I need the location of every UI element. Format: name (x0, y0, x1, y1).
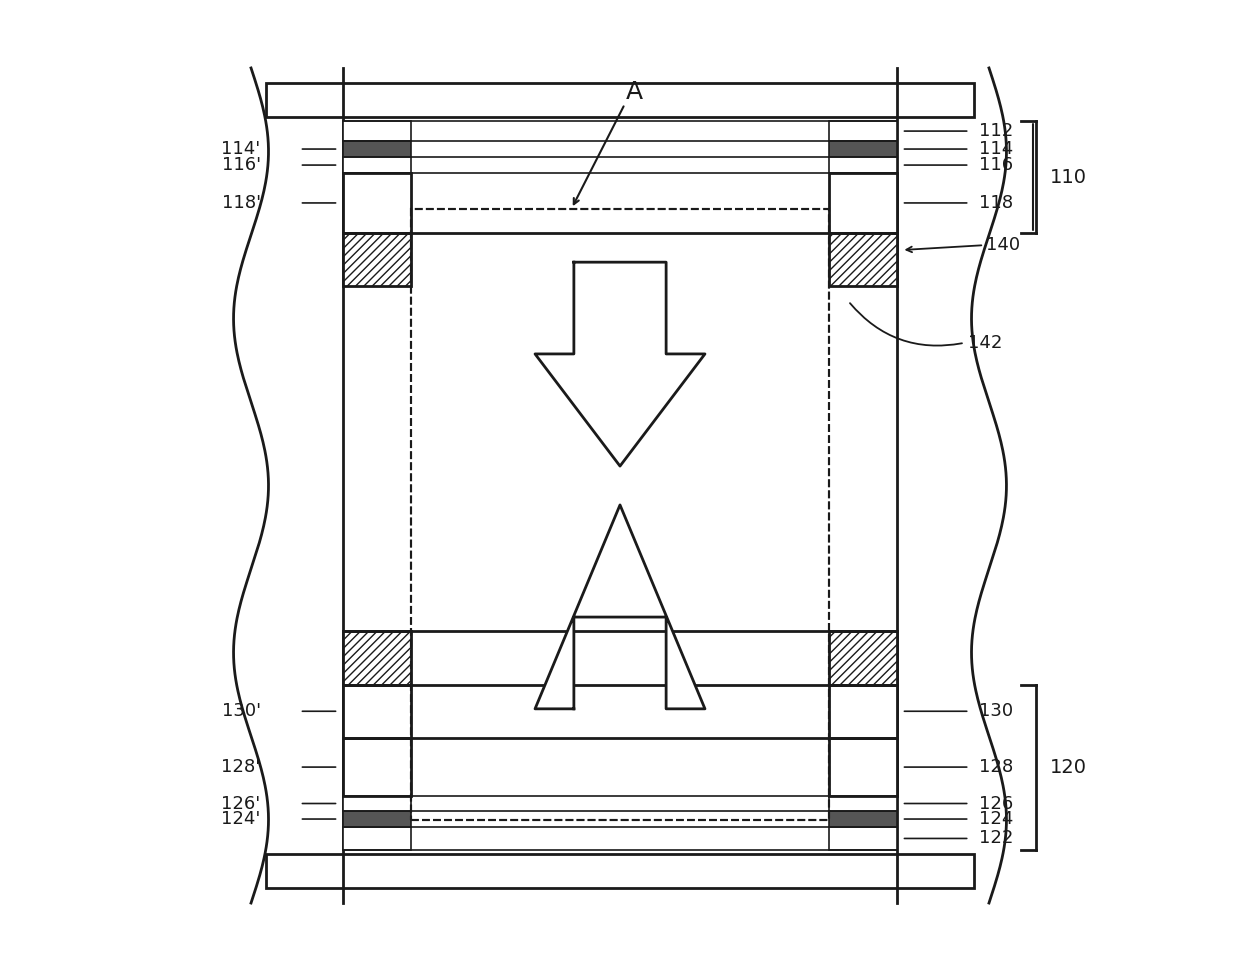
Bar (343, 738, 412, 796)
Bar (343, 827, 412, 850)
Bar (343, 141, 412, 157)
Bar (265, 83, 975, 117)
Bar (265, 854, 975, 888)
Bar (828, 796, 897, 811)
Text: 130: 130 (980, 702, 1013, 720)
Bar (343, 796, 412, 811)
Bar (343, 811, 412, 827)
Bar (343, 685, 412, 738)
Bar (828, 738, 897, 796)
Text: 118': 118' (222, 194, 260, 212)
Bar (828, 121, 897, 141)
Bar (343, 121, 412, 141)
Text: 118: 118 (980, 194, 1013, 212)
Bar (828, 173, 897, 233)
Text: 140: 140 (986, 236, 1021, 254)
Bar (412, 209, 828, 820)
Text: 128': 128' (222, 758, 260, 776)
Bar (343, 173, 412, 233)
Polygon shape (534, 505, 706, 709)
Text: A: A (626, 81, 644, 104)
Bar (828, 827, 897, 850)
Bar (828, 685, 897, 738)
Text: 124: 124 (980, 810, 1013, 828)
Bar (343, 157, 412, 173)
Bar (412, 209, 828, 820)
Bar (828, 233, 897, 286)
Bar (343, 631, 412, 685)
Text: 142: 142 (967, 334, 1002, 352)
Polygon shape (233, 68, 343, 903)
Text: 120: 120 (1050, 757, 1087, 777)
Text: 128: 128 (980, 758, 1013, 776)
Text: 126': 126' (222, 794, 260, 813)
Text: 116: 116 (980, 156, 1013, 174)
Bar (828, 811, 897, 827)
Text: 122: 122 (980, 829, 1013, 848)
Bar (828, 157, 897, 173)
Text: 114': 114' (222, 140, 260, 158)
Polygon shape (897, 68, 1007, 903)
Text: 124': 124' (222, 810, 260, 828)
Text: 130': 130' (222, 702, 260, 720)
Text: 126: 126 (980, 794, 1013, 813)
Text: 110: 110 (1050, 168, 1087, 186)
Text: 114: 114 (980, 140, 1013, 158)
Text: 112: 112 (980, 122, 1013, 140)
Bar (828, 631, 897, 685)
Bar (412, 209, 828, 820)
Text: 116': 116' (222, 156, 260, 174)
Polygon shape (534, 262, 706, 466)
Bar (828, 141, 897, 157)
Bar (343, 233, 412, 286)
